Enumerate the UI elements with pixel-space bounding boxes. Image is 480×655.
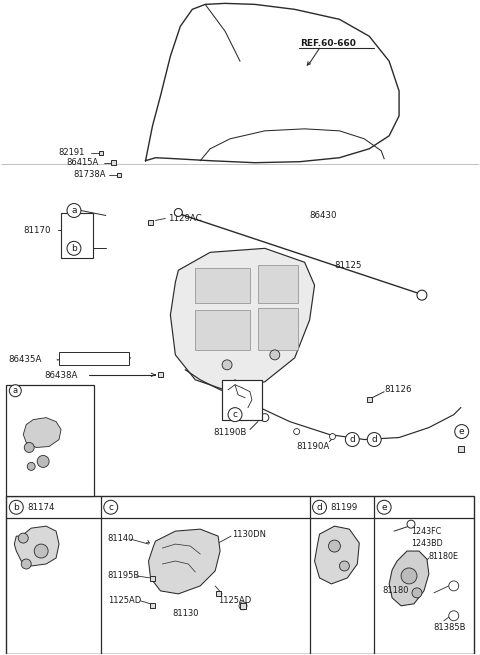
Text: 81195B: 81195B (108, 571, 140, 580)
Circle shape (328, 540, 340, 552)
Bar (6, 496, 474, 654)
Circle shape (67, 241, 81, 255)
Polygon shape (148, 529, 220, 594)
Bar (458, 447, 464, 453)
Bar (258, 265, 298, 303)
Text: 81180E: 81180E (429, 552, 459, 561)
Text: 81199: 81199 (330, 503, 358, 512)
Circle shape (449, 611, 459, 621)
Text: b: b (71, 244, 77, 253)
Text: 81190A: 81190A (297, 442, 330, 451)
Circle shape (239, 602, 247, 610)
Bar (240, 603, 246, 608)
Bar (195, 310, 250, 350)
Text: d: d (349, 435, 355, 444)
Text: a: a (13, 386, 18, 395)
Circle shape (34, 544, 48, 558)
Polygon shape (170, 248, 314, 392)
Text: c: c (108, 503, 113, 512)
Text: 81170: 81170 (23, 226, 51, 235)
Circle shape (401, 568, 417, 584)
Polygon shape (14, 526, 59, 566)
Text: 81190B: 81190B (213, 428, 247, 437)
Bar (148, 220, 153, 225)
Text: a: a (71, 206, 77, 215)
Text: 81130: 81130 (172, 609, 199, 618)
Circle shape (312, 500, 326, 514)
Bar (111, 160, 116, 165)
Circle shape (346, 432, 360, 447)
Text: e: e (459, 427, 465, 436)
Bar (216, 591, 221, 596)
Bar (99, 151, 103, 155)
Text: 82191: 82191 (58, 148, 84, 157)
Circle shape (18, 533, 28, 543)
Circle shape (9, 384, 21, 397)
Text: 1130DN: 1130DN (232, 530, 266, 538)
Bar (367, 397, 372, 402)
Circle shape (235, 384, 245, 395)
Text: 86415A: 86415A (66, 159, 98, 167)
Circle shape (367, 432, 381, 447)
Circle shape (261, 414, 269, 422)
Text: e: e (381, 503, 387, 512)
Bar (150, 576, 155, 582)
Polygon shape (389, 551, 429, 606)
Circle shape (222, 360, 232, 370)
Text: d: d (372, 435, 377, 444)
Text: 1243FC: 1243FC (411, 527, 441, 536)
Text: 1125AD: 1125AD (218, 596, 252, 605)
Circle shape (174, 208, 182, 216)
Circle shape (407, 520, 415, 528)
Text: 81161C: 81161C (19, 475, 52, 484)
Text: 86435A: 86435A (8, 356, 42, 364)
Text: b: b (13, 503, 19, 512)
Text: 1125AD: 1125AD (108, 596, 141, 605)
Circle shape (67, 204, 81, 217)
Circle shape (329, 434, 336, 440)
Circle shape (228, 407, 242, 422)
Circle shape (294, 428, 300, 434)
Bar (61, 214, 93, 258)
Text: c: c (232, 410, 238, 419)
Text: 81126: 81126 (384, 385, 412, 394)
Bar (222, 380, 262, 420)
Text: REF.60-660: REF.60-660 (300, 39, 356, 48)
Bar (195, 269, 250, 303)
Polygon shape (23, 418, 61, 447)
Circle shape (412, 588, 422, 598)
Text: 81140: 81140 (108, 534, 134, 542)
Circle shape (449, 581, 459, 591)
Text: 86430: 86430 (310, 211, 337, 220)
Circle shape (377, 500, 391, 514)
Text: 81178B: 81178B (19, 407, 52, 416)
Circle shape (104, 500, 118, 514)
Text: 1243BD: 1243BD (411, 538, 443, 548)
Text: 81385B: 81385B (434, 623, 467, 632)
Text: d: d (317, 503, 323, 512)
Text: 86438A: 86438A (44, 371, 77, 381)
Circle shape (339, 561, 349, 571)
Circle shape (37, 455, 49, 468)
Polygon shape (314, 526, 360, 584)
Text: 81738A: 81738A (73, 170, 106, 179)
Circle shape (24, 443, 34, 453)
Text: 81125: 81125 (335, 261, 362, 270)
Text: 81180: 81180 (382, 586, 408, 595)
Text: 81174: 81174 (27, 503, 55, 512)
Circle shape (9, 500, 23, 514)
Circle shape (27, 462, 35, 470)
Bar (117, 173, 120, 177)
Bar (6, 384, 94, 496)
Text: 1129AC: 1129AC (168, 214, 202, 223)
Bar (150, 603, 155, 608)
Circle shape (417, 290, 427, 300)
Circle shape (270, 350, 280, 360)
Bar (158, 372, 163, 377)
Bar (258, 308, 298, 350)
Bar (59, 352, 129, 365)
Circle shape (455, 424, 468, 439)
Circle shape (21, 559, 31, 569)
